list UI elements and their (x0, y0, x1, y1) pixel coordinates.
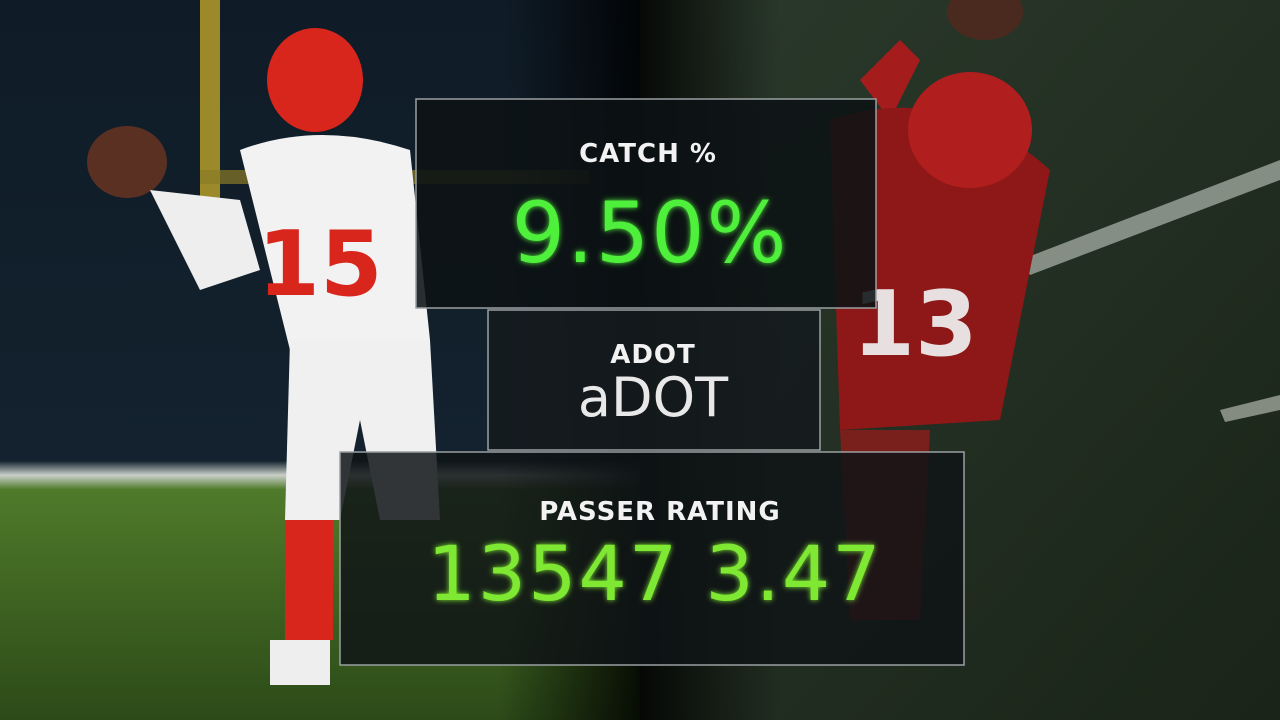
sock (285, 520, 333, 640)
stat-label: ADOT (610, 340, 696, 370)
stat-value: 9.50% (512, 184, 789, 282)
helmet (267, 28, 363, 132)
goal-post (200, 0, 220, 210)
stat-panel: PASSER RATING 13547 3.47 (339, 451, 965, 666)
stat-value: aDOT (578, 366, 729, 429)
shoe (270, 640, 330, 685)
field-line (1020, 160, 1280, 275)
field-line (1220, 395, 1280, 422)
stat-label: PASSER RATING (539, 497, 781, 527)
stat-panel: ADOT aDOT (487, 309, 821, 451)
panel-box (487, 309, 821, 451)
jersey (240, 135, 430, 350)
helmet (908, 72, 1032, 188)
football (947, 0, 1023, 40)
jersey (830, 107, 1050, 430)
stat-panel: CATCH % 9.50% (415, 98, 877, 309)
stat-label: CATCH % (579, 139, 717, 169)
jersey-number: 15 (257, 212, 382, 317)
stat-value: 13547 3.47 (427, 529, 882, 618)
panel-box (415, 98, 877, 309)
panel-box (339, 451, 965, 666)
quarterback: 15 (87, 28, 440, 685)
arm (150, 190, 260, 290)
football (87, 126, 167, 198)
